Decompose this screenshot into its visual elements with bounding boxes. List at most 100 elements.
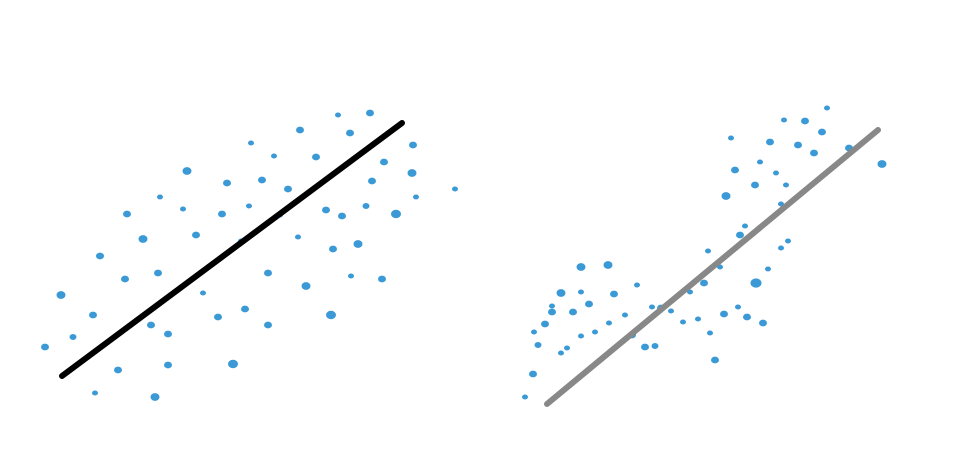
right-point-43 — [751, 181, 759, 189]
left-point-6 — [114, 366, 122, 374]
left-point-14 — [164, 330, 172, 338]
right-point-27 — [680, 319, 686, 325]
left-point-16 — [180, 206, 186, 212]
left-point-52 — [407, 169, 417, 177]
left-point-54 — [413, 194, 419, 200]
left-point-47 — [366, 109, 374, 117]
right-point-41 — [742, 223, 748, 229]
left-point-0 — [41, 343, 49, 351]
right-point-12 — [576, 263, 586, 271]
right-point-59 — [824, 105, 830, 111]
left-point-21 — [218, 210, 226, 218]
right-point-38 — [731, 166, 739, 174]
right-point-37 — [728, 135, 734, 141]
left-scatter-plot — [41, 109, 458, 401]
left-point-10 — [147, 321, 155, 329]
right-point-15 — [592, 329, 598, 335]
left-point-36 — [301, 282, 311, 290]
left-point-23 — [228, 359, 238, 369]
right-point-30 — [700, 279, 708, 287]
right-scatter-panel — [477, 0, 954, 470]
right-point-0 — [522, 394, 528, 400]
right-point-4 — [541, 320, 549, 328]
left-point-41 — [335, 112, 341, 118]
right-point-2 — [531, 329, 537, 335]
right-point-7 — [558, 350, 564, 356]
right-point-29 — [695, 316, 701, 322]
right-point-46 — [759, 319, 767, 327]
right-point-54 — [785, 238, 791, 244]
right-point-53 — [783, 182, 789, 188]
right-point-44 — [750, 278, 762, 288]
left-point-33 — [284, 185, 292, 193]
right-point-50 — [778, 245, 784, 251]
left-point-19 — [200, 290, 206, 296]
right-point-19 — [622, 312, 628, 318]
left-scatter-panel — [41, 109, 458, 401]
left-point-30 — [264, 269, 272, 277]
left-point-8 — [123, 210, 131, 218]
right-point-13 — [578, 289, 584, 295]
left-fit-line — [59, 120, 405, 379]
left-point-35 — [296, 126, 304, 134]
left-point-2 — [69, 334, 77, 340]
left-point-31 — [271, 153, 277, 159]
left-point-26 — [246, 203, 252, 209]
right-point-18 — [610, 290, 618, 298]
left-point-55 — [452, 186, 458, 192]
left-points — [41, 109, 458, 401]
right-point-11 — [578, 333, 584, 339]
left-point-9 — [138, 235, 148, 243]
right-point-1 — [529, 370, 537, 378]
left-point-25 — [241, 305, 249, 313]
right-point-16 — [606, 320, 612, 326]
left-point-1 — [56, 291, 66, 299]
left-point-12 — [154, 269, 162, 277]
left-point-27 — [248, 140, 254, 146]
left-point-53 — [409, 141, 417, 149]
left-point-51 — [391, 209, 401, 219]
right-point-36 — [721, 192, 731, 200]
right-point-23 — [649, 304, 655, 310]
right-point-31 — [705, 248, 711, 254]
left-point-34 — [295, 234, 301, 240]
left-point-5 — [96, 252, 104, 260]
right-point-17 — [603, 261, 613, 269]
right-point-24 — [651, 343, 659, 349]
left-point-37 — [312, 153, 320, 161]
right-point-14 — [585, 300, 593, 308]
right-point-56 — [801, 117, 809, 125]
left-point-28 — [258, 176, 266, 184]
left-point-13 — [157, 194, 163, 200]
right-point-49 — [773, 170, 779, 176]
left-point-45 — [353, 240, 363, 248]
right-point-5 — [549, 303, 555, 309]
right-point-42 — [743, 313, 751, 321]
left-point-43 — [348, 273, 354, 279]
left-point-4 — [89, 311, 97, 319]
right-point-9 — [564, 345, 570, 351]
left-point-18 — [192, 231, 200, 239]
left-point-46 — [362, 203, 370, 209]
left-point-7 — [121, 275, 129, 283]
left-point-15 — [164, 361, 172, 369]
left-point-17 — [182, 167, 192, 175]
right-point-32 — [707, 330, 713, 336]
right-point-39 — [735, 304, 741, 310]
left-point-22 — [223, 179, 231, 187]
left-point-50 — [380, 158, 388, 166]
left-point-11 — [150, 393, 160, 401]
right-point-45 — [757, 159, 763, 165]
left-point-49 — [378, 275, 386, 283]
right-point-6 — [548, 308, 556, 316]
left-point-40 — [329, 245, 337, 253]
left-point-42 — [338, 212, 346, 220]
right-points — [522, 105, 887, 400]
right-point-8 — [556, 289, 566, 297]
right-point-55 — [794, 141, 802, 149]
right-point-61 — [877, 160, 887, 168]
right-point-21 — [634, 282, 640, 288]
right-scatter-plot — [522, 105, 887, 407]
left-point-3 — [92, 390, 98, 396]
